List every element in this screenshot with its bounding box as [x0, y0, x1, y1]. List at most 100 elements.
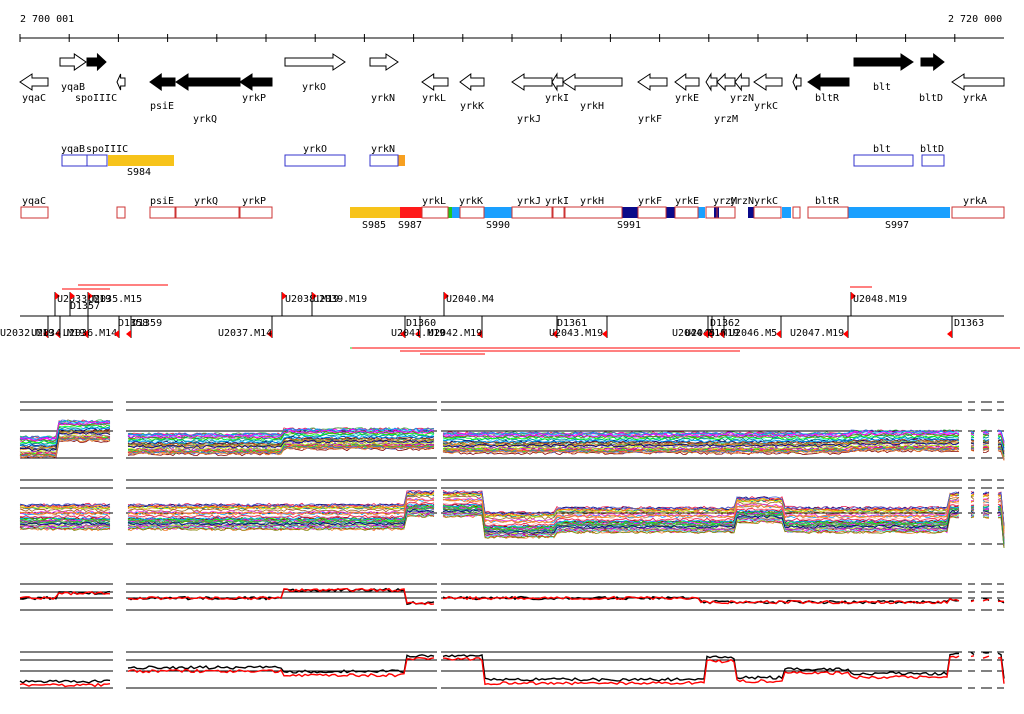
- feature-label: D1362: [710, 318, 740, 329]
- gene-arrow[interactable]: [421, 73, 449, 91]
- promoter-marker[interactable]: [851, 292, 856, 300]
- promoter-marker[interactable]: [282, 292, 287, 300]
- plus-gene-box[interactable]: [369, 154, 399, 167]
- plus-gene-box[interactable]: [61, 154, 88, 167]
- terminator-marker[interactable]: [602, 330, 607, 338]
- promoter-marker[interactable]: [55, 292, 60, 300]
- gene-arrow[interactable]: [511, 73, 553, 91]
- minus-gene-box[interactable]: [421, 206, 449, 219]
- minus-gene-box[interactable]: [511, 206, 553, 219]
- minus-gene-box[interactable]: [753, 206, 782, 219]
- gene-arrow[interactable]: [753, 73, 783, 91]
- gene-arrow[interactable]: [734, 72, 750, 92]
- terminator-marker[interactable]: [477, 330, 482, 338]
- gene-arrow[interactable]: [459, 73, 485, 91]
- minus-gene-box[interactable]: [792, 206, 801, 219]
- feature-label: U2041.M19: [391, 328, 445, 339]
- gene-arrow[interactable]: [551, 72, 564, 92]
- minus-gene-box[interactable]: [149, 206, 176, 219]
- gene-arrow[interactable]: [853, 53, 914, 71]
- terminator-marker[interactable]: [719, 330, 724, 338]
- minus-gene-label: yrkP: [242, 196, 266, 207]
- minus-gene-box[interactable]: [637, 206, 667, 219]
- terminator-marker[interactable]: [267, 330, 272, 338]
- terminator-marker[interactable]: [43, 330, 48, 338]
- terminator-marker[interactable]: [126, 330, 131, 338]
- gene-arrow[interactable]: [637, 73, 668, 91]
- minus-gene-box[interactable]: [175, 206, 240, 219]
- gene-arrow[interactable]: [716, 72, 736, 92]
- terminator-marker[interactable]: [400, 330, 405, 338]
- gene-arrow[interactable]: [369, 53, 399, 71]
- terminator-marker[interactable]: [776, 330, 781, 338]
- promoter-marker[interactable]: [444, 292, 449, 300]
- promoter-marker[interactable]: [88, 292, 93, 300]
- segment-block[interactable]: [350, 207, 400, 218]
- gene-arrow[interactable]: [920, 52, 945, 72]
- segment-block[interactable]: [484, 207, 512, 218]
- minus-gene-box[interactable]: [552, 206, 565, 219]
- gene-arrow[interactable]: [116, 73, 126, 91]
- segment-block[interactable]: [452, 207, 460, 218]
- terminator-marker[interactable]: [83, 330, 88, 338]
- segment-block[interactable]: [108, 155, 174, 166]
- plus-gene-box[interactable]: [921, 154, 945, 167]
- promoter-marker[interactable]: [312, 292, 317, 300]
- promoter-marker[interactable]: [70, 292, 75, 300]
- expression-trace: [19, 497, 1005, 534]
- terminator-marker[interactable]: [55, 330, 60, 338]
- minus-gene-box[interactable]: [674, 206, 699, 219]
- minus-gene-box[interactable]: [116, 206, 126, 219]
- feature-label: U2037.M14: [218, 328, 272, 339]
- gene-label: yrkI: [545, 93, 569, 104]
- gene-arrow[interactable]: [705, 72, 718, 92]
- plus-strand-segment-track: yqaB spoIIIC yrkO yrkN blt bltD: [61, 144, 945, 167]
- terminator-marker[interactable]: [843, 330, 848, 338]
- minus-gene-box[interactable]: [20, 206, 49, 219]
- transcription-feature-track: U2033.M19U2035.M15D1357U2038.M19U2039.M1…: [0, 284, 1020, 355]
- terminator-marker[interactable]: [947, 330, 952, 338]
- plus-gene-box[interactable]: [284, 154, 346, 167]
- terminator-marker[interactable]: [114, 330, 119, 338]
- gene-arrow[interactable]: [284, 53, 346, 71]
- segment-block[interactable]: [698, 207, 705, 218]
- gene-arrow[interactable]: [792, 73, 802, 91]
- gene-label: yrkE: [675, 93, 699, 104]
- segment-block[interactable]: [448, 207, 452, 218]
- minus-gene-box[interactable]: [459, 206, 485, 219]
- gene-arrow[interactable]: [59, 53, 87, 71]
- gene-arrow[interactable]: [674, 73, 700, 91]
- segment-block[interactable]: [622, 207, 638, 218]
- segment-block[interactable]: [400, 207, 422, 218]
- gene-arrow[interactable]: [807, 73, 850, 91]
- segment-block[interactable]: [782, 207, 791, 218]
- terminator-marker[interactable]: [703, 330, 708, 338]
- minus-gene-box[interactable]: [716, 206, 736, 219]
- plus-gene-box[interactable]: [86, 154, 108, 167]
- plus-gene-label: yrkN: [371, 144, 395, 155]
- gene-arrow[interactable]: [149, 73, 176, 91]
- gene-arrow[interactable]: [562, 73, 623, 91]
- gene-arrow[interactable]: [951, 73, 1005, 91]
- gene-label: yrkH: [580, 101, 604, 112]
- segment-block[interactable]: [666, 207, 675, 218]
- segment-block[interactable]: [748, 207, 754, 218]
- coord-start-label: 2 700 001: [20, 14, 74, 25]
- plus-gene-box[interactable]: [853, 154, 914, 167]
- minus-gene-box[interactable]: [951, 206, 1005, 219]
- gene-arrow[interactable]: [86, 52, 107, 72]
- segment-block[interactable]: [848, 207, 950, 218]
- gene-arrow[interactable]: [239, 73, 273, 91]
- terminator-marker[interactable]: [552, 330, 557, 338]
- plus-gene-label: yrkO: [303, 144, 327, 155]
- segment-block[interactable]: [398, 155, 405, 166]
- terminator-marker[interactable]: [707, 330, 712, 338]
- terminator-marker[interactable]: [415, 330, 420, 338]
- gene-label: yrkL: [422, 93, 446, 104]
- gene-arrow[interactable]: [19, 73, 49, 91]
- minus-gene-box[interactable]: [807, 206, 849, 219]
- minus-gene-box[interactable]: [564, 206, 623, 219]
- gene-arrow[interactable]: [175, 73, 241, 91]
- segment-label: S984: [127, 167, 151, 178]
- minus-gene-box[interactable]: [239, 206, 273, 219]
